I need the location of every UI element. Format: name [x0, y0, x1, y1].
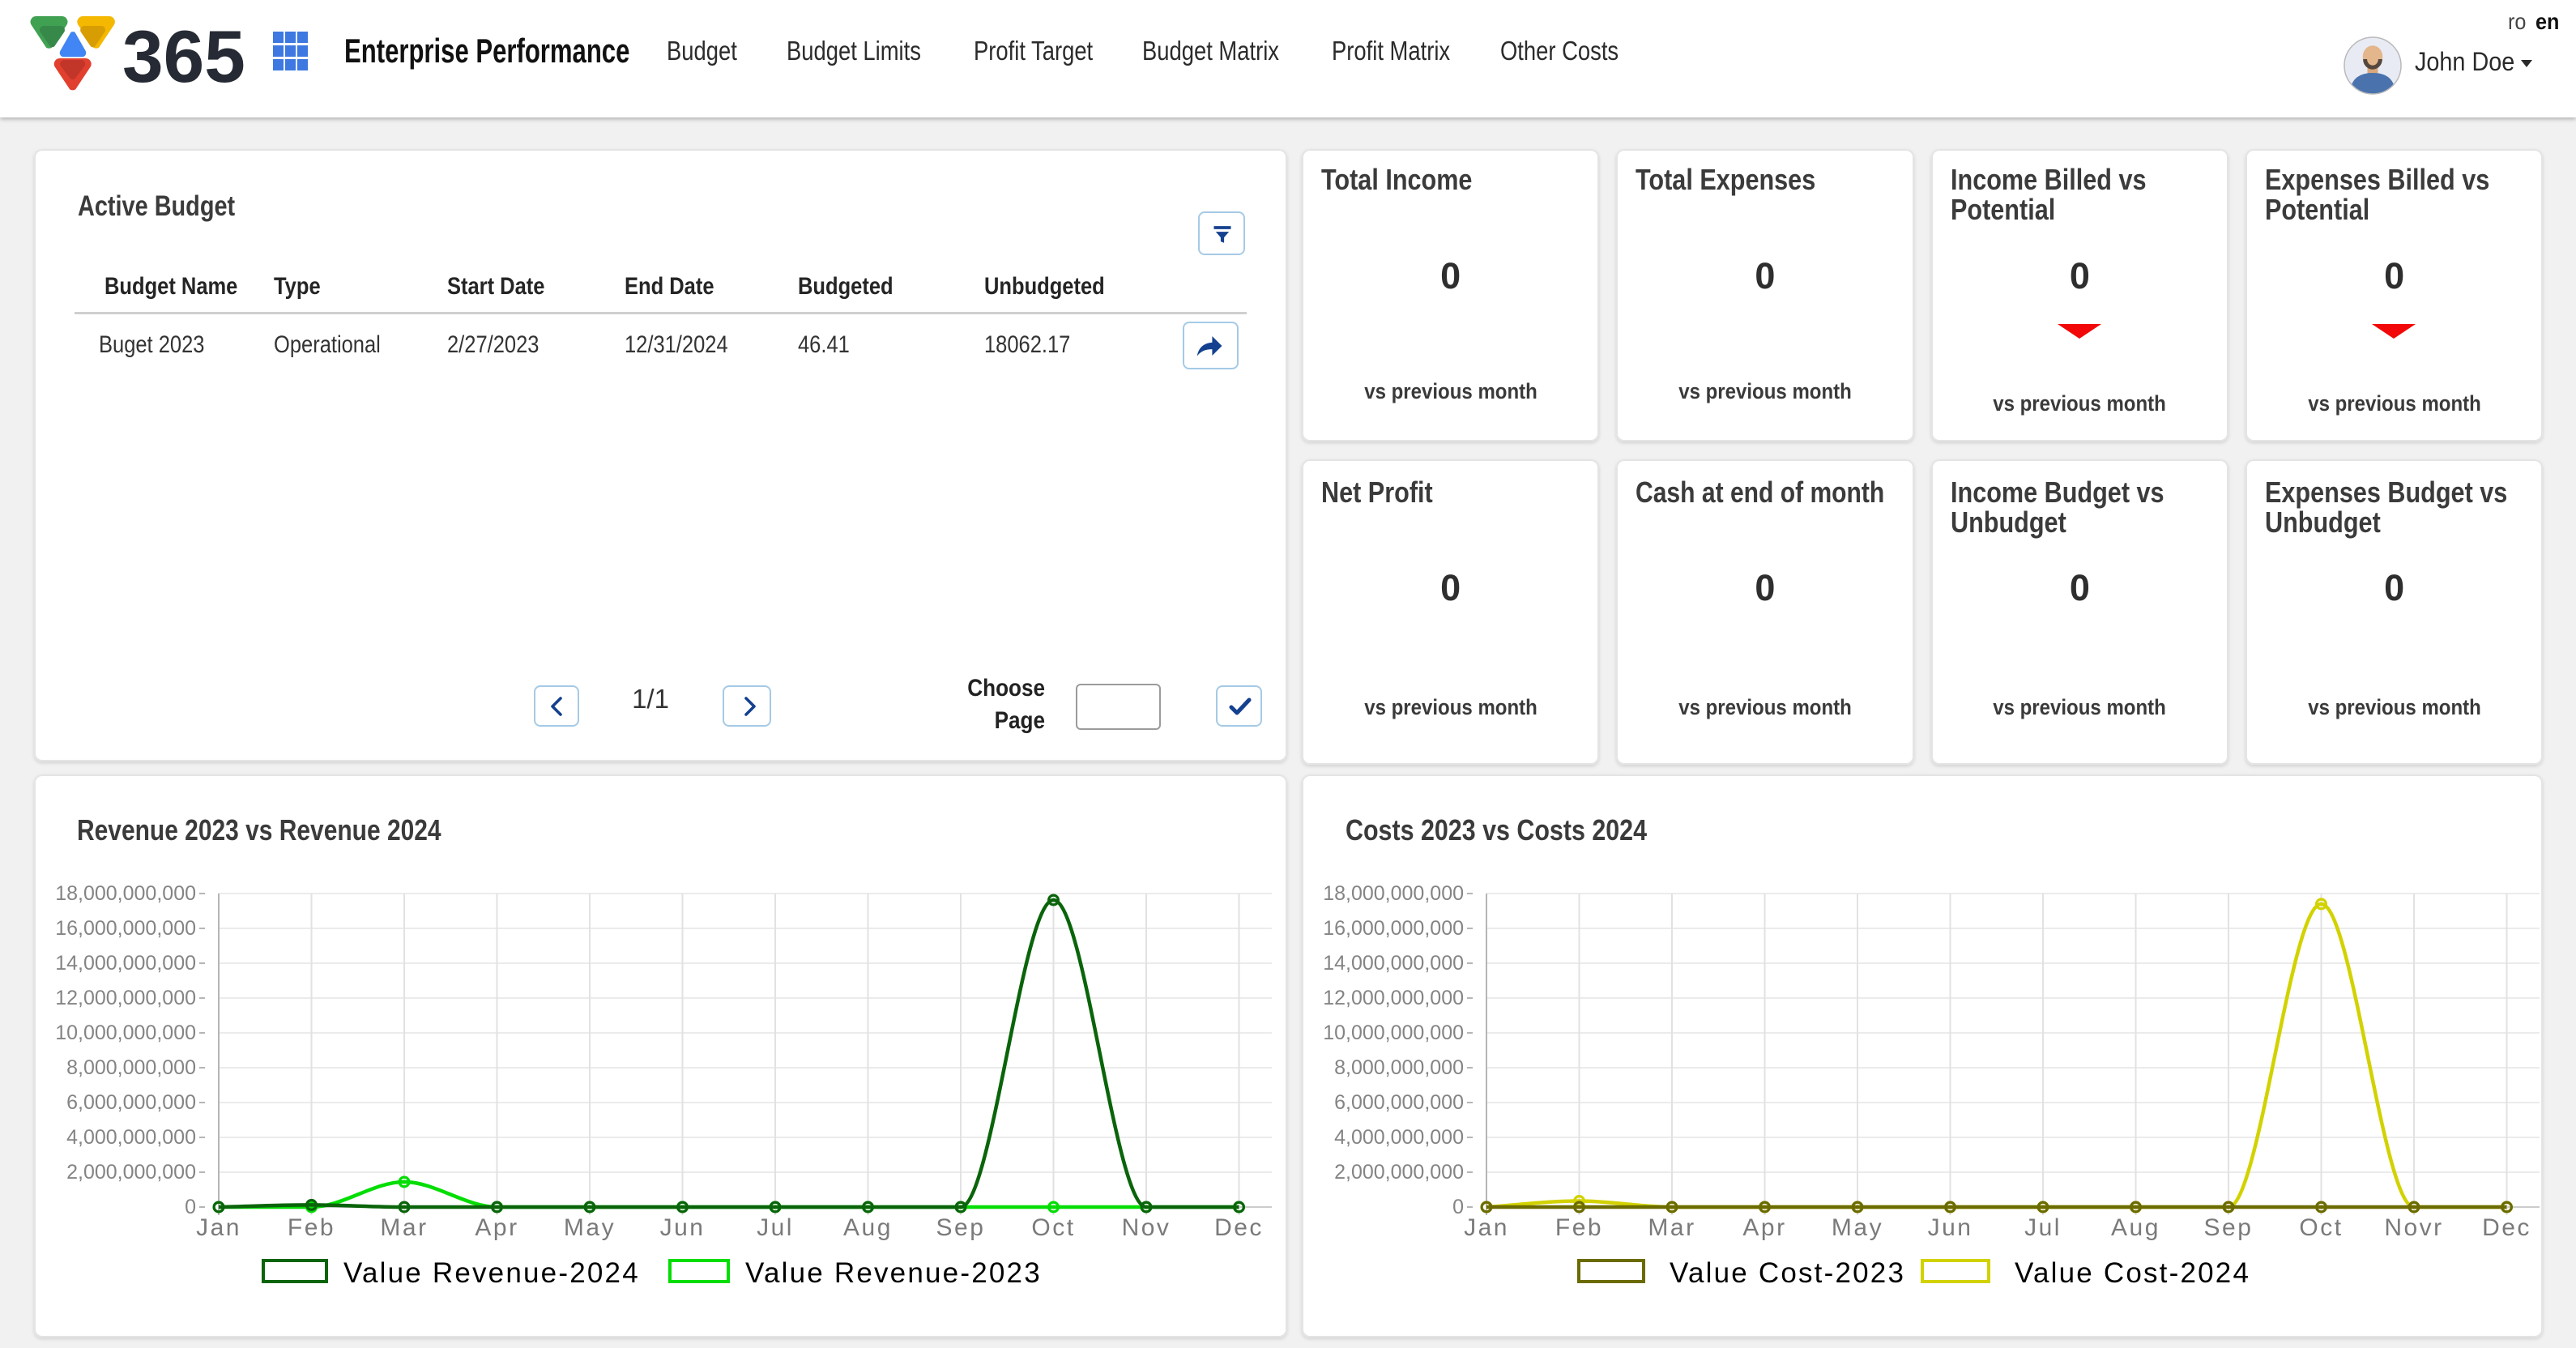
svg-text:Jun: Jun [1928, 1214, 1973, 1241]
svg-text:Dec: Dec [1214, 1214, 1264, 1241]
svg-text:0: 0 [1452, 1196, 1464, 1218]
svg-text:14,000,000,000: 14,000,000,000 [55, 952, 196, 975]
svg-text:Oct: Oct [1031, 1214, 1075, 1241]
svg-text:Jul: Jul [757, 1214, 794, 1241]
svg-text:Jan: Jan [196, 1214, 241, 1241]
svg-text:4,000,000,000: 4,000,000,000 [66, 1126, 196, 1149]
svg-text:Feb: Feb [288, 1214, 335, 1241]
svg-text:Jan: Jan [1464, 1214, 1509, 1241]
svg-text:14,000,000,000: 14,000,000,000 [1323, 952, 1464, 975]
svg-text:2,000,000,000: 2,000,000,000 [66, 1161, 196, 1184]
svg-text:0: 0 [185, 1196, 196, 1218]
svg-text:Apr: Apr [1742, 1214, 1786, 1241]
svg-text:May: May [1832, 1214, 1883, 1241]
svg-text:Value Cost-2023: Value Cost-2023 [1670, 1257, 1905, 1289]
svg-text:May: May [564, 1214, 616, 1241]
svg-text:2,000,000,000: 2,000,000,000 [1334, 1161, 1464, 1184]
svg-text:Mar: Mar [1648, 1214, 1695, 1241]
svg-text:12,000,000,000: 12,000,000,000 [55, 987, 196, 1009]
svg-text:16,000,000,000: 16,000,000,000 [55, 917, 196, 940]
svg-text:Novr: Novr [2384, 1214, 2443, 1241]
svg-text:8,000,000,000: 8,000,000,000 [66, 1056, 196, 1079]
svg-text:Sep: Sep [936, 1214, 986, 1241]
svg-text:6,000,000,000: 6,000,000,000 [1334, 1091, 1464, 1114]
svg-text:Aug: Aug [843, 1214, 893, 1241]
svg-text:Dec: Dec [2482, 1214, 2531, 1241]
svg-text:Feb: Feb [1555, 1214, 1603, 1241]
svg-text:Apr: Apr [475, 1214, 518, 1241]
svg-text:10,000,000,000: 10,000,000,000 [1323, 1022, 1464, 1044]
svg-text:Oct: Oct [2299, 1214, 2343, 1241]
svg-text:18,000,000,000: 18,000,000,000 [55, 882, 196, 905]
svg-text:Value Cost-2024: Value Cost-2024 [2015, 1257, 2250, 1289]
svg-text:Value Revenue-2023: Value Revenue-2023 [745, 1257, 1042, 1289]
svg-text:18,000,000,000: 18,000,000,000 [1323, 882, 1464, 905]
svg-text:4,000,000,000: 4,000,000,000 [1334, 1126, 1464, 1149]
svg-text:10,000,000,000: 10,000,000,000 [55, 1022, 196, 1044]
svg-text:16,000,000,000: 16,000,000,000 [1323, 917, 1464, 940]
svg-text:Sep: Sep [2204, 1214, 2254, 1241]
svg-text:Aug: Aug [2111, 1214, 2160, 1241]
svg-text:Jul: Jul [2024, 1214, 2062, 1241]
svg-text:8,000,000,000: 8,000,000,000 [1334, 1056, 1464, 1079]
svg-text:12,000,000,000: 12,000,000,000 [1323, 987, 1464, 1009]
svg-text:Nov: Nov [1122, 1214, 1171, 1241]
svg-text:6,000,000,000: 6,000,000,000 [66, 1091, 196, 1114]
svg-text:Value Revenue-2024: Value Revenue-2024 [343, 1257, 640, 1289]
svg-text:Mar: Mar [380, 1214, 428, 1241]
svg-text:Jun: Jun [660, 1214, 706, 1241]
